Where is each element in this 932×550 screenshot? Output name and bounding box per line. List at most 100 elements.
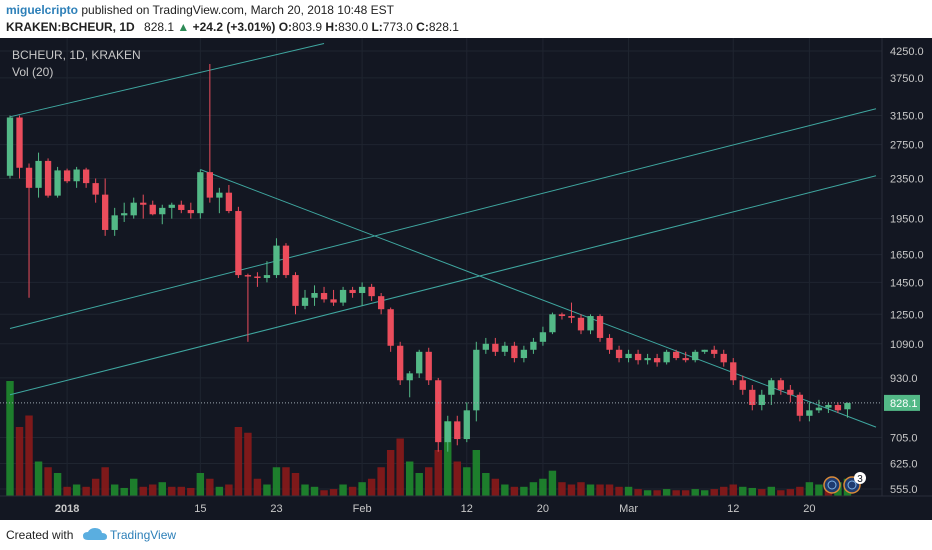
volume-bar <box>187 487 195 496</box>
price-tick-label: 1950.0 <box>890 214 924 226</box>
volume-bar <box>681 490 690 496</box>
volume-bar <box>482 473 490 496</box>
volume-bar <box>177 486 186 496</box>
price-tick-label: 1090.0 <box>890 339 924 351</box>
volume-bar <box>72 484 81 496</box>
volume-bar <box>310 486 319 496</box>
candle-body <box>625 353 632 359</box>
volume-bar <box>348 486 357 496</box>
created-with-text: Created with <box>6 528 74 542</box>
volume-bar <box>377 467 385 496</box>
price-chart[interactable]: 555.0 625.0 705.0 930.0 1090.0 1250.0 1450.0 16… <box>0 38 932 520</box>
candle-body <box>16 117 23 168</box>
candle-body <box>739 380 746 390</box>
candle-body <box>102 194 109 230</box>
current-price-tag <box>884 394 920 411</box>
volume-bar <box>425 467 433 496</box>
volume-bar <box>786 489 795 496</box>
candle-body <box>168 204 175 208</box>
volume-bar <box>320 490 328 496</box>
header: miguelcripto published on TradingView.co… <box>0 0 932 38</box>
volume-bar <box>720 486 728 496</box>
volume-bar <box>643 490 652 496</box>
tradingview-brand[interactable]: TradingView <box>110 528 177 542</box>
volume-bar <box>700 490 709 496</box>
candle-body <box>273 245 280 276</box>
volume-bar <box>624 486 633 496</box>
price-tick-label: 555.0 <box>890 484 918 496</box>
price-tick-label: 3150.0 <box>890 110 924 122</box>
volume-bar <box>110 484 119 496</box>
author-link[interactable]: miguelcripto <box>6 3 79 17</box>
volume-bar <box>662 489 671 496</box>
low-value: 773.0 <box>382 20 413 34</box>
event-count-badge <box>854 472 866 484</box>
candle-body <box>197 172 204 214</box>
volume-indicator-label[interactable]: Vol (20) <box>12 65 54 79</box>
candle-body <box>235 211 242 276</box>
candle-body <box>844 402 851 410</box>
candle-body <box>558 314 566 317</box>
volume-bar <box>501 484 509 496</box>
candle-body <box>701 349 708 352</box>
time-tick-label: 23 <box>270 503 282 515</box>
candle-body <box>634 353 642 361</box>
price-tick-label: 1650.0 <box>890 250 924 262</box>
volume-bar <box>767 486 776 496</box>
time-tick-label: Mar <box>619 503 638 515</box>
volume-bar <box>796 486 804 496</box>
volume-bar <box>405 461 414 496</box>
candle-body <box>225 192 233 212</box>
candle-body <box>511 345 518 359</box>
candle-body <box>140 202 147 205</box>
volume-bar <box>130 478 138 496</box>
volume-bar <box>396 438 404 496</box>
volume-bar <box>463 467 471 496</box>
candle-body <box>444 421 451 443</box>
low-label: L: <box>371 20 383 34</box>
volume-bar <box>472 450 481 496</box>
volume-bar <box>586 484 595 496</box>
price-tick-label: 3750.0 <box>890 73 924 85</box>
volume-bar <box>510 486 519 496</box>
symbol-name: KRAKEN:BCHEUR, 1D <box>6 20 135 34</box>
candle-body <box>25 167 33 188</box>
candle-body <box>311 293 318 298</box>
chart-area[interactable]: 555.0 625.0 705.0 930.0 1090.0 1250.0 1450.0 16… <box>0 38 932 520</box>
candle-body <box>263 275 271 278</box>
price-tick-label: 2350.0 <box>890 173 924 185</box>
close-label: C: <box>416 20 429 34</box>
trendline <box>200 169 877 428</box>
price-tick-label: 705.0 <box>890 433 918 445</box>
candle-body <box>111 215 118 230</box>
event-count-label: 3 <box>857 474 863 485</box>
globe-icon <box>823 476 841 494</box>
candle-body <box>587 316 594 331</box>
volume-bar <box>215 486 224 496</box>
candle-body <box>539 332 547 342</box>
trendline <box>9 175 877 396</box>
volume-bar <box>15 427 24 496</box>
volume-bar <box>386 450 395 496</box>
volume-bar <box>739 486 747 496</box>
trendline <box>9 108 877 330</box>
candle-body <box>425 351 432 381</box>
volume-bar <box>491 478 500 496</box>
volume-bar <box>415 473 423 496</box>
volume-bar <box>710 489 718 496</box>
volume-bar <box>244 432 252 496</box>
candle-body <box>644 358 651 361</box>
candle-body <box>530 341 537 350</box>
candle-body <box>482 343 489 350</box>
volume-bar <box>6 381 14 496</box>
candle-body <box>568 316 575 318</box>
candle-body <box>549 314 556 333</box>
volume-bar <box>358 482 366 496</box>
candle-body <box>777 380 784 390</box>
candle-body <box>501 345 509 352</box>
volume-bar <box>158 482 166 496</box>
globe-icon-inner <box>827 480 837 490</box>
candle-body <box>492 343 499 352</box>
volume-bar <box>567 484 576 496</box>
volume-bar <box>25 415 33 496</box>
